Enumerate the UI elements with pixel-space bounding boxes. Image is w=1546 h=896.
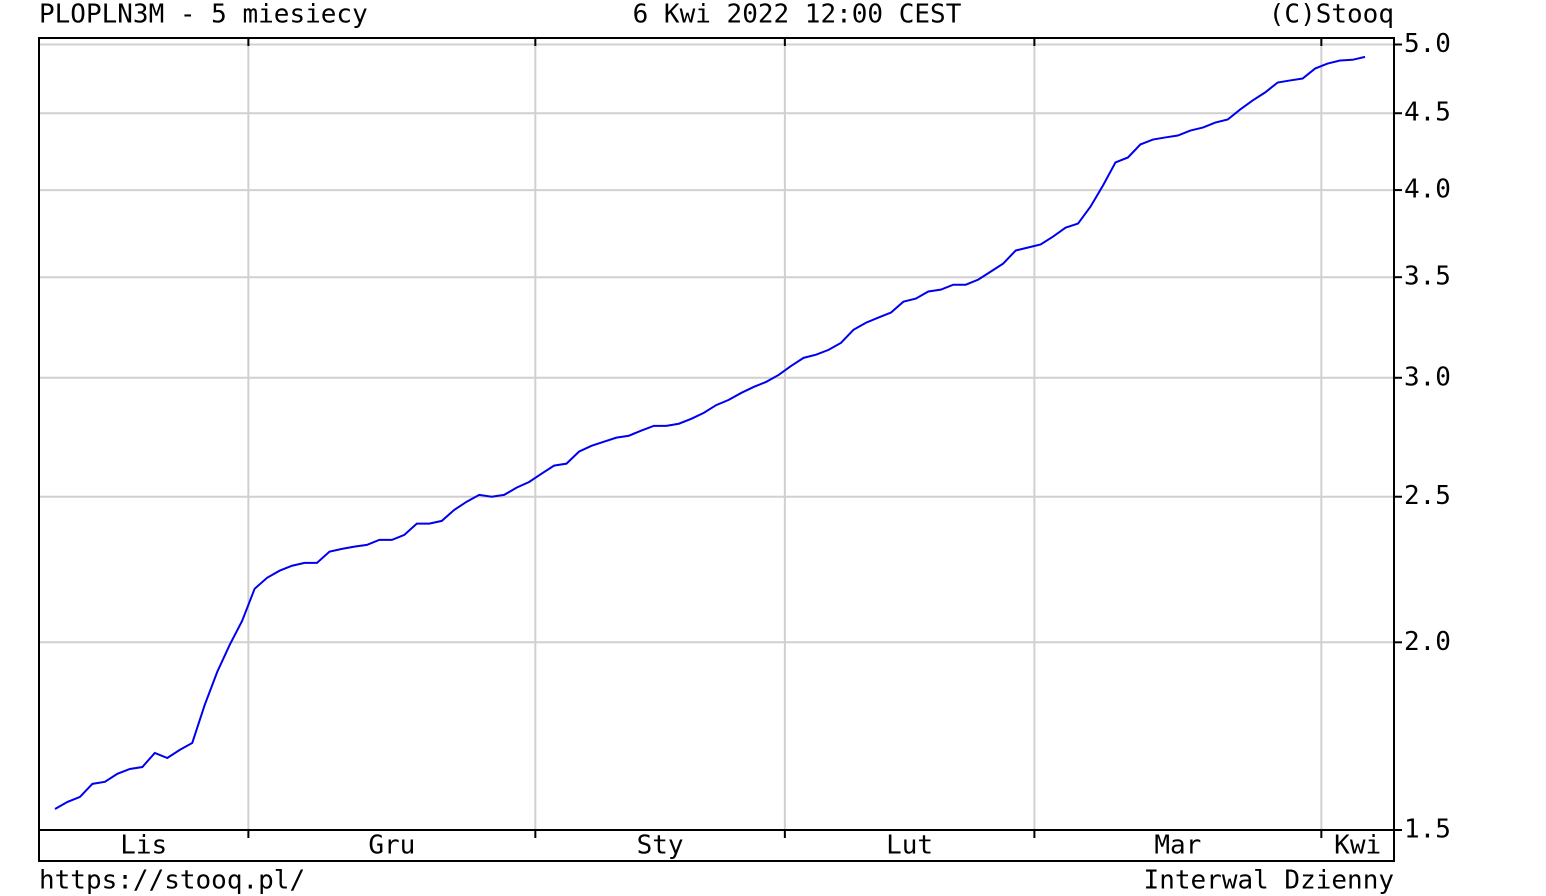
chart-title: PLOPLN3M - 5 miesiecy [39, 0, 368, 30]
y-tick-label: 3.0 [1404, 362, 1451, 392]
x-tick-label: Lis [120, 831, 167, 861]
chart-date: 6 Kwi 2022 12:00 CEST [633, 0, 962, 30]
x-tick-label: Lut [886, 831, 933, 861]
frame [38, 37, 1395, 862]
x-tick-label: Gru [368, 831, 415, 861]
y-tick-label: 5.0 [1404, 29, 1451, 59]
y-tick-label: 4.0 [1404, 175, 1451, 205]
x-tick-label: Kwi [1334, 831, 1381, 861]
plot-bg [39, 38, 1394, 861]
y-tick-label: 2.5 [1404, 481, 1451, 511]
y-tick-label: 3.5 [1404, 262, 1451, 292]
y-tick-label: 2.0 [1404, 627, 1451, 657]
chart-source: (C)Stooq [1269, 0, 1394, 30]
price-line [54, 55, 1366, 810]
chart-url: https://stooq.pl/ [39, 866, 305, 896]
y-tick-label: 4.5 [1404, 98, 1451, 128]
x-tick-label: Sty [637, 831, 684, 861]
y-tick-label: 1.5 [1404, 815, 1451, 845]
x-tick-label: Mar [1154, 831, 1201, 861]
chart-interval: Interwal Dzienny [1144, 866, 1394, 896]
